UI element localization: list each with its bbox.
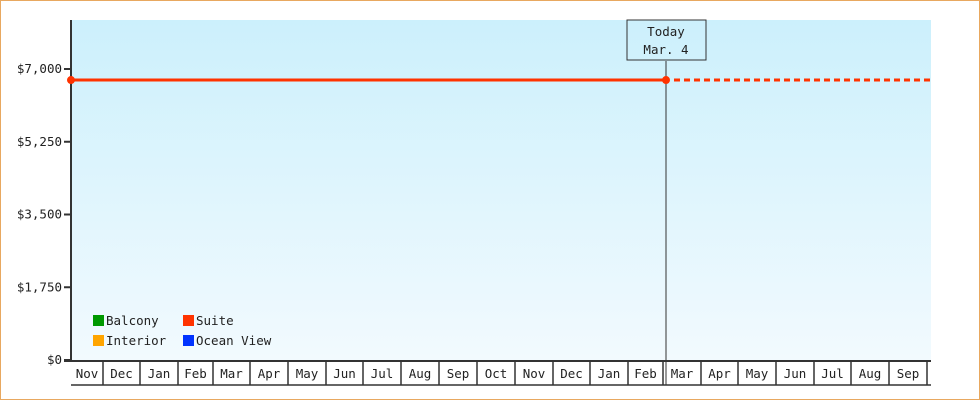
legend-label[interactable]: Interior — [106, 333, 167, 348]
legend-swatch — [93, 335, 104, 346]
legend-swatch — [183, 335, 194, 346]
x-tick-label: Jan — [598, 366, 621, 381]
x-tick-label: Aug — [859, 366, 882, 381]
x-tick-label: Dec — [110, 366, 133, 381]
y-tick-label: $7,000 — [17, 61, 62, 76]
legend-label[interactable]: Balcony — [106, 313, 159, 328]
x-tick-label: May — [296, 366, 319, 381]
x-tick-label: Oct — [485, 366, 508, 381]
x-tick-label: Aug — [409, 366, 432, 381]
x-tick-label: Apr — [708, 366, 731, 381]
y-tick-label: $1,750 — [17, 279, 62, 294]
x-tick-label: Sep — [897, 366, 920, 381]
x-tick-label: Jan — [148, 366, 171, 381]
x-tick-label: Dec — [560, 366, 583, 381]
x-tick-label: Jun — [784, 366, 807, 381]
today-label: Today — [647, 24, 685, 39]
data-point[interactable] — [67, 76, 75, 85]
x-tick-label: Apr — [258, 366, 281, 381]
today-date: Mar. 4 — [643, 42, 688, 57]
legend-label[interactable]: Suite — [196, 313, 234, 328]
y-tick-label: $3,500 — [17, 207, 62, 222]
x-tick-label: Mar — [671, 366, 694, 381]
y-tick-label: $0 — [47, 352, 62, 367]
today-label-box — [626, 19, 707, 61]
plot-area — [71, 20, 931, 360]
x-tick-label: Feb — [184, 366, 207, 381]
x-tick-label: Feb — [634, 366, 657, 381]
x-tick-label: Nov — [523, 366, 546, 381]
x-tick-label: May — [746, 366, 769, 381]
legend-swatch — [93, 315, 104, 326]
x-tick-label: Nov — [76, 366, 99, 381]
data-point[interactable] — [662, 76, 670, 85]
legend-label[interactable]: Ocean View — [196, 333, 272, 348]
x-tick-label: Mar — [220, 366, 243, 381]
x-tick-label: Jun — [333, 366, 356, 381]
legend-swatch — [183, 315, 194, 326]
x-tick-label: Jul — [371, 366, 394, 381]
y-tick-label: $5,250 — [17, 134, 62, 149]
x-tick-label: Sep — [447, 366, 470, 381]
x-tick-label: Jul — [821, 366, 844, 381]
